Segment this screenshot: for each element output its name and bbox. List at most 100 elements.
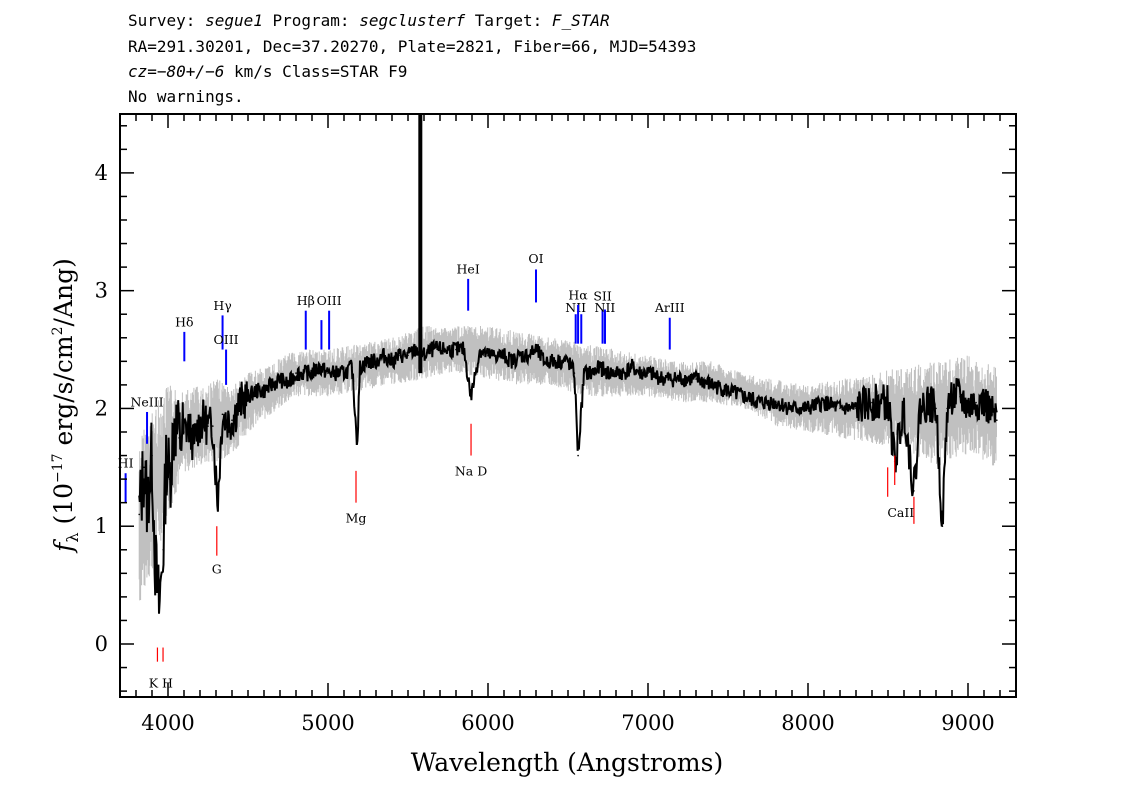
flux-point bbox=[188, 425, 190, 427]
header-line-2: RA=291.30201, Dec=37.20270, Plate=2821, … bbox=[128, 37, 697, 56]
flux-point bbox=[303, 372, 305, 374]
flux-point bbox=[679, 378, 681, 380]
flux-point bbox=[415, 348, 417, 351]
flux-point bbox=[216, 501, 219, 504]
y-tick-label: 0 bbox=[95, 632, 108, 656]
y-tick-label: 2 bbox=[95, 396, 108, 420]
header-line-3: cz=−80+/−6 km/s Class=STAR F9 bbox=[128, 62, 407, 81]
flux-point bbox=[511, 360, 513, 363]
y-axis-title: fλ (10−17 erg/s/cm2/Ang) bbox=[49, 258, 82, 554]
flux-point bbox=[367, 360, 369, 363]
flux-point bbox=[991, 413, 993, 416]
absorption-label: G bbox=[212, 561, 222, 576]
flux-point bbox=[239, 401, 241, 404]
flux-point bbox=[247, 395, 249, 398]
flux-point bbox=[391, 360, 393, 363]
flux-point bbox=[695, 378, 697, 380]
flux-point bbox=[470, 395, 472, 398]
flux-point bbox=[375, 360, 377, 363]
flux-point bbox=[941, 525, 944, 527]
flux-point bbox=[951, 395, 953, 398]
flux-point bbox=[887, 401, 889, 404]
emission-label: NeIII bbox=[130, 394, 163, 409]
flux-point bbox=[959, 395, 961, 398]
emission-label: OIII bbox=[214, 332, 239, 347]
flux-point bbox=[607, 372, 609, 374]
emission-label: ArIII bbox=[654, 300, 685, 315]
flux-point bbox=[327, 372, 329, 374]
header-line-1: Survey: segue1 Program: segclusterf Targ… bbox=[128, 11, 610, 30]
flux-point bbox=[311, 372, 313, 374]
flux-point bbox=[168, 478, 171, 480]
flux-point bbox=[775, 401, 777, 404]
flux-point bbox=[631, 366, 633, 369]
flux-point bbox=[967, 407, 969, 410]
noise-envelope-layer bbox=[138, 326, 997, 601]
flux-point bbox=[197, 425, 200, 427]
axes-layer: 4000 5000 6000 7000 8000 9000 0 1 2 3 4 bbox=[95, 113, 1017, 735]
flux-point bbox=[165, 454, 168, 457]
flux-point bbox=[927, 401, 929, 404]
flux-point bbox=[173, 419, 176, 422]
flux-point bbox=[143, 466, 145, 469]
emission-label: OIII bbox=[317, 293, 342, 308]
flux-point bbox=[455, 348, 457, 351]
emission-label: NII bbox=[565, 300, 586, 315]
absorption-label: CaII bbox=[887, 505, 914, 520]
flux-point bbox=[839, 407, 841, 410]
flux-point bbox=[527, 354, 529, 357]
flux-point bbox=[192, 443, 195, 445]
flux-point bbox=[207, 425, 209, 427]
program-value: segclusterf bbox=[359, 11, 466, 30]
flux-point bbox=[151, 454, 153, 457]
redshift-value: cz=−80+/−6 bbox=[128, 62, 225, 81]
x-tick-label: 9000 bbox=[941, 711, 994, 735]
flux-point bbox=[431, 348, 433, 351]
absorption-label: Mg bbox=[346, 511, 367, 526]
flux-point bbox=[383, 354, 385, 357]
flux-point bbox=[871, 401, 873, 404]
x-tick-label: 6000 bbox=[461, 711, 514, 735]
flux-line bbox=[138, 338, 998, 614]
flux-point bbox=[423, 354, 425, 357]
flux-point bbox=[663, 378, 665, 380]
flux-point bbox=[519, 354, 521, 357]
x-tick-label: 8000 bbox=[781, 711, 834, 735]
flux-point bbox=[447, 348, 449, 351]
flux-point bbox=[154, 560, 156, 563]
flux-layer bbox=[138, 114, 998, 614]
emission-label: HI bbox=[118, 456, 134, 471]
flux-point bbox=[559, 360, 561, 363]
survey-label: Survey: bbox=[128, 11, 206, 30]
emission-label: Hβ bbox=[297, 293, 315, 308]
flux-point bbox=[807, 407, 809, 410]
flux-point bbox=[577, 454, 579, 457]
flux-point bbox=[343, 372, 345, 374]
flux-point bbox=[946, 407, 948, 410]
flux-point bbox=[279, 378, 281, 380]
flux-point bbox=[623, 372, 625, 374]
flux-point bbox=[212, 425, 214, 427]
header-line-4: No warnings. bbox=[128, 87, 244, 106]
flux-point bbox=[903, 407, 905, 410]
flux-point bbox=[463, 348, 465, 351]
emission-label: Hα bbox=[568, 287, 588, 302]
flux-point bbox=[975, 401, 977, 404]
flux-point bbox=[356, 443, 359, 445]
flux-point bbox=[495, 354, 497, 357]
flux-point bbox=[759, 401, 761, 404]
flux-point bbox=[823, 401, 825, 404]
flux-point bbox=[295, 372, 297, 374]
x-tick-label: 4000 bbox=[141, 711, 194, 735]
flux-point bbox=[855, 407, 857, 410]
flux-point bbox=[591, 372, 593, 374]
x-tick-label: 7000 bbox=[621, 711, 674, 735]
x-tick-label: 5000 bbox=[301, 711, 354, 735]
flux-point bbox=[202, 419, 204, 422]
flux-point bbox=[138, 513, 140, 516]
flux-point bbox=[335, 372, 337, 374]
flux-point bbox=[407, 354, 409, 357]
flux-point bbox=[567, 360, 569, 363]
